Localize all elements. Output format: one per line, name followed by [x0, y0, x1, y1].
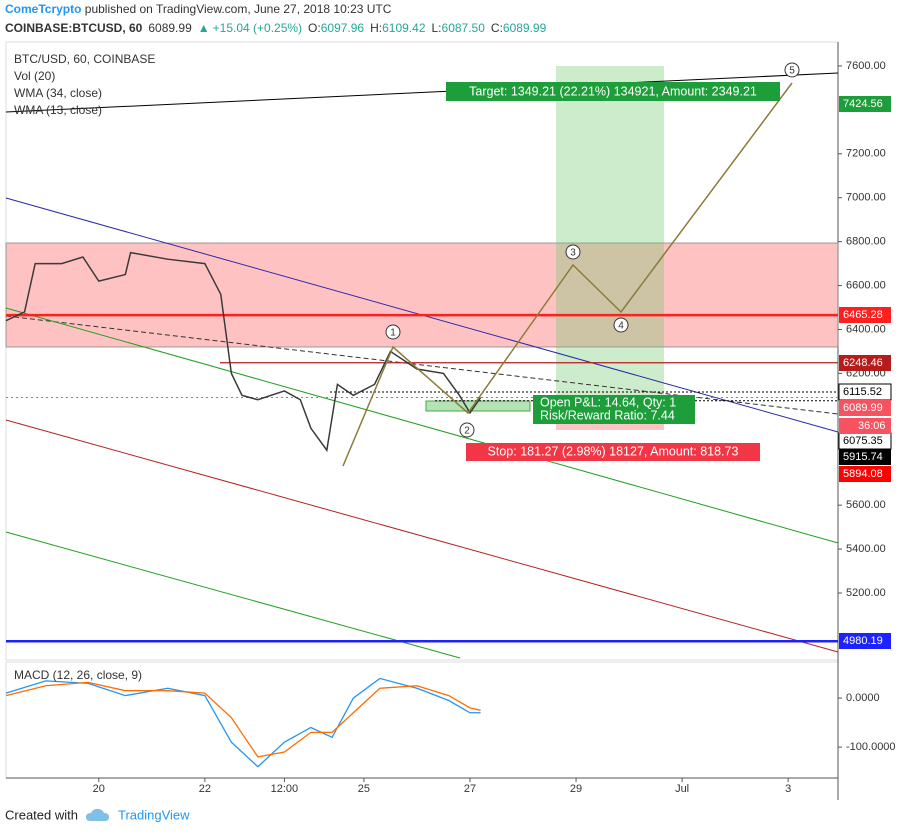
target-zone	[556, 66, 664, 400]
resistance-zone	[5, 242, 839, 348]
last: 6089.99	[148, 21, 192, 35]
ohlc-label: L:	[432, 21, 442, 35]
header: ComeTcrypto published on TradingView.com…	[5, 2, 392, 16]
wave-circle	[613, 317, 629, 333]
legend-entry: BTC/USD, 60, COINBASE	[14, 52, 155, 66]
price-label: 6089.99	[843, 402, 883, 414]
target-box	[446, 82, 780, 101]
pnl-box	[533, 395, 695, 424]
ohlc-value: 6089.99	[503, 21, 547, 35]
footer-brand[interactable]: TradingView	[118, 807, 190, 822]
countdown: 36:06	[858, 420, 886, 432]
y-tick-label: 7000.00	[846, 192, 886, 204]
price-label: 4980.19	[843, 635, 883, 647]
ohlc-value: 6097.96	[321, 21, 365, 35]
brand-icon	[86, 808, 109, 821]
change: +15.04 (+0.25%)	[213, 21, 302, 35]
price-label-box	[839, 633, 891, 649]
wave-circle	[565, 244, 581, 260]
x-tick-label: 27	[464, 783, 476, 795]
legend-entry: Vol (20)	[14, 69, 55, 83]
wave-label: 3	[570, 248, 576, 259]
quote: COINBASE:BTCUSD, 60 6089.99 ▲ +15.04 (+0.25…	[5, 21, 547, 35]
macd-tick-label: 0.0000	[846, 692, 880, 704]
wave-circle	[385, 324, 401, 340]
x-tick-label: 12:00	[271, 783, 299, 795]
y-tick-label: 6600.00	[846, 279, 886, 291]
price-label-box	[839, 449, 891, 465]
price-label: 6075.35	[843, 435, 883, 447]
price-label: 7424.56	[843, 98, 883, 110]
y-tick-label: 7200.00	[846, 148, 886, 160]
y-tick-label: 6800.00	[846, 236, 886, 248]
pnl-text: Open P&L: 14.64, Qty: 1	[540, 395, 676, 409]
legend-entry: WMA (13, close)	[14, 103, 102, 117]
stop-box	[466, 443, 760, 461]
ohlc-label: O:	[308, 21, 321, 35]
price-label: 6248.46	[843, 357, 883, 369]
wave-label: 5	[789, 66, 795, 77]
legend-entry: WMA (34, close)	[14, 86, 102, 100]
y-tick-label: 5400.00	[846, 543, 886, 555]
x-tick-label: 25	[358, 783, 370, 795]
footer-created: Created with	[5, 807, 78, 822]
trend-line	[5, 419, 839, 653]
target-text: Target: 1349.21 (22.21%) 134921, Amount:…	[469, 84, 757, 98]
arrow: ▲	[198, 21, 210, 35]
x-tick-label: Jul	[675, 783, 689, 795]
trend-line	[5, 315, 839, 415]
price-label-box	[839, 400, 891, 416]
ohlc-value: 6109.42	[382, 21, 426, 35]
y-tick-label: 7600.00	[846, 60, 886, 72]
macd-line	[5, 677, 481, 768]
price-label-box	[839, 96, 891, 112]
macd-line	[5, 681, 481, 758]
wave-label: 1	[390, 328, 396, 339]
y-tick-label: 5600.00	[846, 499, 886, 511]
wave-circle	[459, 422, 475, 438]
price-label: 6465.28	[843, 309, 883, 321]
rr-text: Risk/Reward Ratio: 7.44	[540, 408, 675, 422]
countdown-box	[839, 418, 891, 434]
wave-label: 4	[618, 321, 624, 332]
y-tick-label: 5200.00	[846, 587, 886, 599]
price-label: 5915.74	[843, 451, 883, 463]
price-label-box	[839, 355, 891, 371]
trend-line	[5, 531, 461, 659]
ohlc-value: 6087.50	[442, 21, 486, 35]
x-tick-label: 3	[785, 783, 791, 795]
ohlc-label: H:	[370, 21, 382, 35]
x-tick-label: 20	[93, 783, 105, 795]
author: ComeTcrypto	[5, 2, 81, 16]
price-line	[5, 251, 482, 453]
price-label: 5894.08	[843, 468, 883, 480]
stop-text: Stop: 181.27 (2.98%) 18127, Amount: 818.…	[488, 444, 739, 458]
price-label-box	[839, 307, 891, 323]
ohlc-label: C:	[491, 21, 503, 35]
published: published on TradingView.com, June 27, 2…	[81, 2, 391, 16]
price-label-box	[839, 466, 891, 482]
wave-path	[342, 82, 793, 467]
x-tick-label: 29	[570, 783, 582, 795]
trend-line	[5, 72, 839, 113]
price-label: 6115.52	[843, 386, 882, 398]
symbol: COINBASE:BTCUSD, 60	[5, 21, 143, 35]
wave-label: 2	[464, 426, 470, 437]
macd-title: MACD (12, 26, close, 9)	[14, 668, 142, 682]
wave-circle	[784, 62, 800, 78]
trend-line	[5, 307, 839, 544]
macd-tick-label: -100.0000	[846, 741, 896, 753]
x-tick-label: 22	[199, 783, 211, 795]
y-tick-label: 6400.00	[846, 323, 886, 335]
